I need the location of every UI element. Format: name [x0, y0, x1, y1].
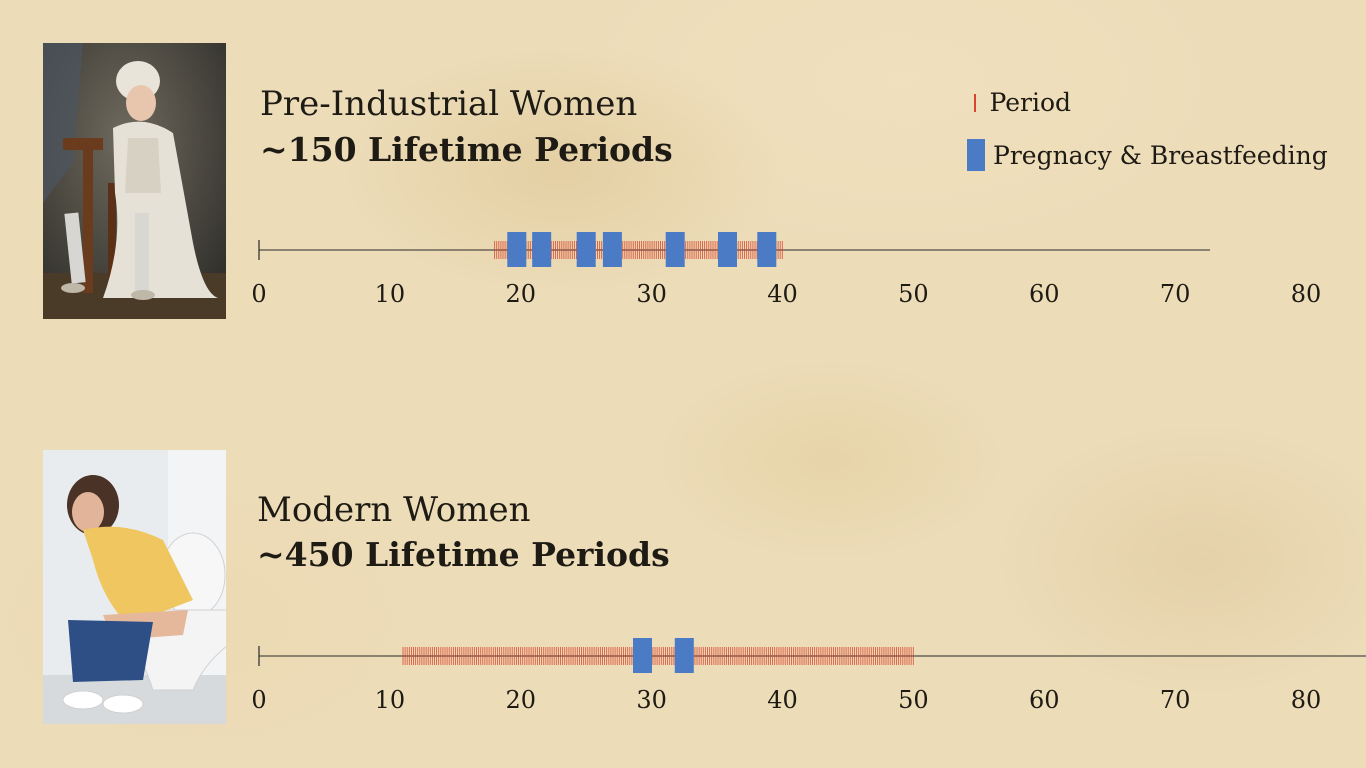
legend-pregnancy: Pregnacy & Breastfeeding	[967, 139, 1328, 171]
tick-label: 30	[636, 686, 667, 714]
tick-label: 40	[767, 686, 798, 714]
pregnancy-block	[532, 232, 552, 267]
pregnancy-swatch-icon	[967, 139, 985, 171]
tick-label: 20	[506, 280, 537, 308]
pregnancy-block	[507, 232, 527, 267]
legend-period: Period	[968, 88, 1071, 117]
row2-subtitle: ~450 Lifetime Periods	[257, 535, 670, 574]
photo-of-woman-on-toilet-icon	[43, 450, 226, 724]
tick-label: 0	[251, 280, 266, 308]
pregnancy-block	[576, 232, 596, 267]
legend-pregnancy-label: Pregnacy & Breastfeeding	[993, 140, 1328, 170]
tick-label: 70	[1160, 280, 1191, 308]
tick-label: 20	[506, 686, 537, 714]
row2-title: Modern Women	[257, 490, 531, 530]
tick-label: 80	[1291, 280, 1322, 308]
pregnancy-block	[718, 232, 737, 267]
tick-label: 10	[375, 686, 406, 714]
period-swatch-icon	[974, 93, 976, 112]
tick-label: 30	[636, 280, 667, 308]
row1-title: Pre-Industrial Women	[260, 84, 638, 124]
tick-label: 60	[1029, 280, 1060, 308]
tick-label: 50	[898, 280, 929, 308]
tick-label: 50	[898, 686, 929, 714]
pregnancy-block	[757, 232, 777, 267]
pregnancy-block	[674, 638, 694, 673]
pregnancy-block	[633, 638, 652, 673]
row1-subtitle: ~150 Lifetime Periods	[260, 130, 673, 169]
tick-label: 80	[1291, 686, 1322, 714]
tick-label: 70	[1160, 686, 1191, 714]
tick-label: 40	[767, 280, 798, 308]
legend-period-label: Period	[989, 88, 1072, 117]
tick-label: 60	[1029, 686, 1060, 714]
tick-label: 0	[251, 686, 266, 714]
pregnancy-block	[665, 232, 685, 267]
tick-label: 10	[375, 280, 406, 308]
painting-of-woman-seated-icon	[43, 43, 226, 319]
pregnancy-block	[602, 232, 622, 267]
